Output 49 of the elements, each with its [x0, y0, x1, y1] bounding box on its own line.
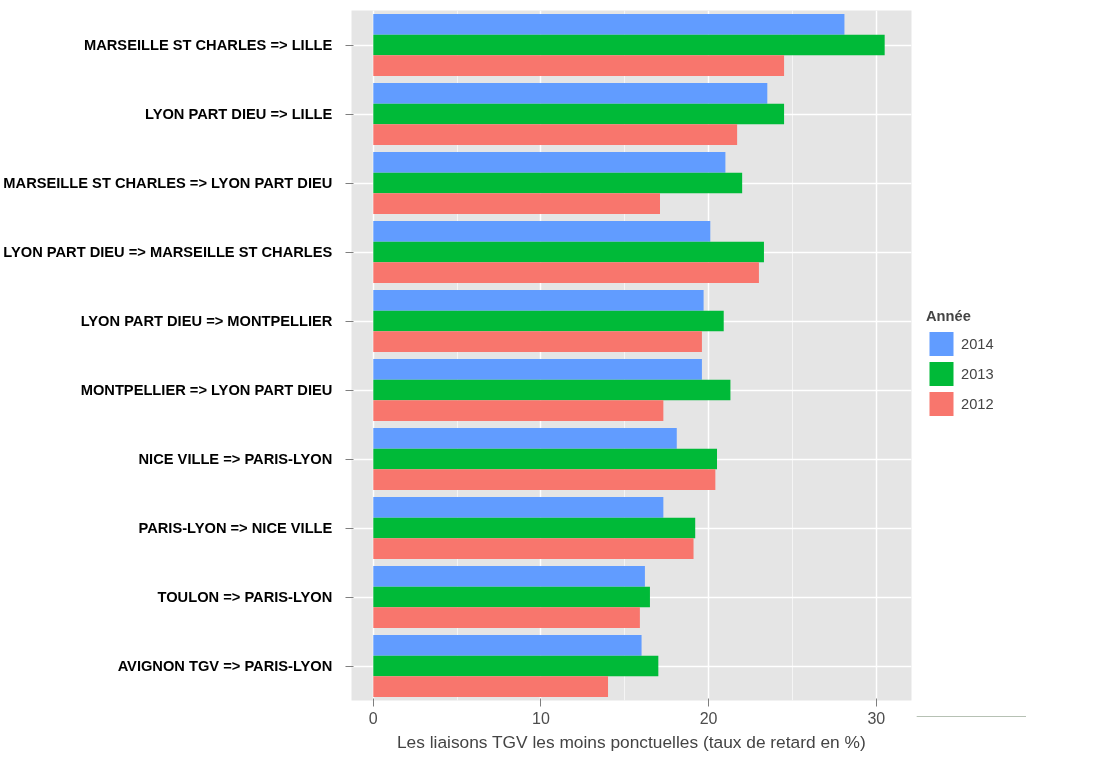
bar — [373, 220, 711, 242]
bar — [373, 607, 640, 629]
bar — [373, 448, 718, 470]
x-tick-label: 20 — [699, 709, 718, 727]
bar — [373, 103, 785, 125]
x-tick-label: 10 — [532, 709, 550, 727]
bar — [373, 634, 642, 656]
y-tick-label: LYON PART DIEU => MONTPELLIER — [80, 313, 333, 329]
x-axis-title: Les liaisons TGV les moins ponctuelles (taux de retard en %) — [396, 731, 866, 752]
bar — [373, 379, 731, 401]
bar — [373, 151, 726, 173]
legend-label: 2014 — [961, 335, 994, 352]
bar — [373, 496, 664, 518]
bar — [373, 193, 660, 215]
y-tick-label: TOULON => PARIS-LYON — [157, 589, 333, 605]
bar — [373, 655, 659, 677]
bar — [373, 676, 609, 698]
bar — [373, 262, 759, 284]
bar — [373, 331, 702, 353]
bar — [373, 310, 724, 332]
y-tick-label: MARSEILLE ST CHARLES => LYON PART DIEU — [3, 175, 333, 191]
bar — [373, 538, 694, 560]
legend-label: 2012 — [961, 395, 994, 412]
bar — [373, 400, 664, 422]
bar — [373, 172, 743, 194]
bar — [373, 55, 785, 77]
y-tick-label: AVIGNON TGV => PARIS-LYON — [117, 658, 333, 674]
bar — [373, 289, 704, 311]
bar — [373, 241, 764, 263]
bar — [373, 469, 716, 491]
x-tick-label: 30 — [867, 709, 886, 727]
bar — [373, 565, 645, 587]
legend-label: 2013 — [961, 365, 994, 382]
y-tick-label: LYON PART DIEU => LILLE — [145, 106, 333, 122]
bar — [373, 34, 885, 56]
bar — [373, 427, 677, 449]
bar — [373, 82, 768, 104]
bar — [373, 124, 738, 146]
legend-title: Année — [926, 307, 972, 324]
bar — [373, 13, 845, 35]
bar — [373, 358, 702, 380]
y-tick-label: MARSEILLE ST CHARLES => LILLE — [83, 37, 333, 53]
x-tick-label: 0 — [368, 709, 378, 727]
y-tick-label: NICE VILLE => PARIS-LYON — [138, 451, 333, 467]
bar — [373, 517, 696, 539]
y-tick-label: PARIS-LYON => NICE VILLE — [138, 520, 333, 536]
y-tick-label: LYON PART DIEU => MARSEILLE ST CHARLES — [3, 244, 333, 260]
y-tick-label: MONTPELLIER => LYON PART DIEU — [80, 382, 333, 398]
bar — [373, 586, 650, 608]
